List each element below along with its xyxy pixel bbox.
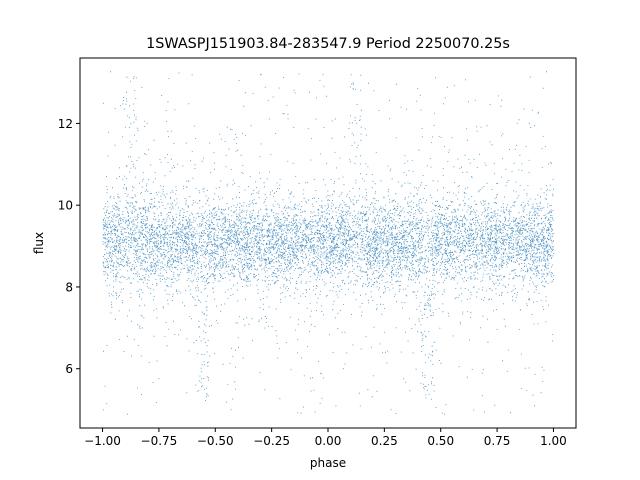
x-tick-label: −1.00 xyxy=(84,434,121,448)
x-tick-label: 0.00 xyxy=(315,434,342,448)
x-tick-label: 0.25 xyxy=(371,434,398,448)
x-tick-label: 1.00 xyxy=(540,434,567,448)
x-tick-label: −0.75 xyxy=(141,434,178,448)
y-tick-label: 8 xyxy=(65,280,73,294)
y-axis-label: flux xyxy=(32,232,46,254)
x-tick-label: −0.50 xyxy=(197,434,234,448)
data-points xyxy=(102,71,555,415)
y-tick-label: 6 xyxy=(65,362,73,376)
x-tick-label: −0.25 xyxy=(253,434,290,448)
y-tick-label: 10 xyxy=(58,199,73,213)
y-axis-ticks: 6 8 10 12 xyxy=(58,117,80,376)
x-axis-label: phase xyxy=(310,456,346,470)
x-axis-ticks: −1.00 −0.75 −0.50 −0.25 0.00 0.25 0.50 0.75 1.00 xyxy=(84,428,567,448)
y-tick-label: 12 xyxy=(58,117,73,131)
scatter-points xyxy=(102,71,555,415)
chart-title: 1SWASPJ151903.84-283547.9 Period 2250070… xyxy=(146,36,510,52)
x-tick-label: 0.75 xyxy=(484,434,511,448)
x-tick-label: 0.50 xyxy=(427,434,454,448)
